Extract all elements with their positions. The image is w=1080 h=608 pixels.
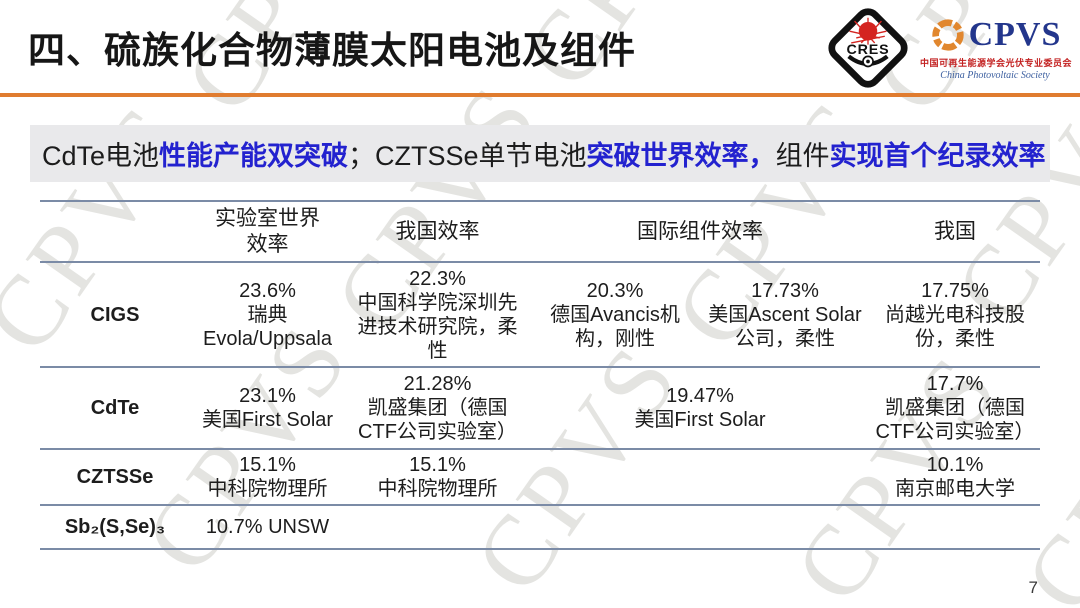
header-lab-world-efficiency: 实验室世界 效率 [190,200,345,263]
cell-desc: 中国科学院深圳先进技术研究院，柔性 [357,291,518,362]
cell-desc: 凯盛集团（德国CTF公司实验室） [358,397,517,443]
cell: 23.6% 瑞典 Evola/Uppsala [190,261,345,368]
highlight-segment-emphasis: 突破世界效率， [586,141,776,171]
highlight-segment: CdTe电池 [42,141,160,171]
cell-pct: 23.1% [239,385,296,407]
cell: 10.1% 南京邮电大学 [870,448,1040,506]
cpvs-en-name: China Photovoltaic Society [940,69,1050,81]
table-row-cztsse: CZTSSe 15.1% 中科院物理所 15.1% 中科院物理所 10.1% 南京邮电… [40,448,1040,506]
highlight-segment-emphasis: 性能产能双突破 [159,141,349,171]
cpvs-logo: CPVS 中国可再生能源学会光伏专业委员会 China Photovoltaic… [920,15,1073,81]
cell-pct: 10.1% [926,454,984,476]
table-row-cigs: CIGS 23.6% 瑞典 Evola/Uppsala 22.3% 中国科学院深圳先… [40,261,1040,368]
header-empty [40,200,190,263]
cell-pct: 15.1% [409,454,466,476]
cell: 20.3% 德国Avancis机构，刚性 [530,261,700,368]
cell-desc: 中科院物理所 [377,478,498,500]
cpvs-acronym: CPVS [968,15,1062,53]
header-china-efficiency: 我国效率 [345,200,530,263]
cpvs-cn-name: 中国可再生能源学会光伏专业委员会 [920,57,1073,68]
title-divider [0,93,1080,97]
table-row-cdte: CdTe 23.1% 美国First Solar 21.28% 凯盛集团（德国CTF… [40,366,1040,450]
cell-empty [870,504,1040,550]
cell-pct: 20.3% [586,279,644,302]
cell-empty [530,448,870,506]
cell-desc: 南京邮电大学 [895,478,1015,500]
cres-logo: CRES [826,6,910,90]
cell: 17.75% 尚越光电科技股份，柔性 [870,261,1040,368]
cell: 23.1% 美国First Solar [190,366,345,450]
cell-pct: 19.47% [666,385,734,407]
cell-desc: 美国Ascent Solar公司，柔性 [708,303,862,350]
cpvs-swirl-icon [931,18,964,51]
cell-empty [345,504,530,550]
cell: 10.7% UNSW [190,504,345,550]
page-title: 四、硫族化合物薄膜太阳电池及组件 [28,30,636,71]
header-china: 我国 [870,200,1040,263]
table-header-row: 实验室世界 效率 我国效率 国际组件效率 我国 [40,200,1040,263]
cell: 17.7% 凯盛集团（德国CTF公司实验室） [870,366,1040,450]
cell-desc: 美国First Solar [201,409,334,431]
cell-pct: 17.73% [751,279,819,302]
cell-desc: 瑞典 Evola/Uppsala [203,303,332,350]
cell-pct: 23.6% [239,279,296,302]
highlight-bar: CdTe电池 性能产能双突破 ；CZTSSe单节电池 突破世界效率， 组件 实现首个纪录效… [30,125,1050,182]
svg-text:CRES: CRES [847,42,890,58]
cell: 15.1% 中科院物理所 [345,448,530,506]
cell-pct: 17.7% [926,373,984,395]
cell-pct: 10.7% UNSW [205,516,330,538]
highlight-segment: 组件 [775,141,830,171]
cell-pct: 15.1% [239,454,296,476]
efficiency-table: 实验室世界 效率 我国效率 国际组件效率 我国 CIGS 23.6% 瑞典 Evo… [40,200,1040,550]
page-number: 7 [1028,578,1038,597]
cell: 17.73% 美国Ascent Solar公司，柔性 [700,261,870,368]
cell: 21.28% 凯盛集团（德国CTF公司实验室） [345,366,530,450]
cres-logo-icon: CRES [828,8,908,88]
row-label-cigs: CIGS [40,261,190,368]
cell-pct: 21.28% [403,373,472,395]
row-label-cztsse: CZTSSe [40,448,190,506]
cell-pct: 17.75% [921,279,989,302]
cell-desc: 尚越光电科技股份，柔性 [885,303,1025,350]
cell-empty [530,504,870,550]
header-intl-module-efficiency: 国际组件效率 [530,200,870,263]
cell: 19.47% 美国First Solar [530,366,870,450]
highlight-segment-emphasis: 实现首个纪录效率 [829,141,1046,171]
cell: 22.3% 中国科学院深圳先进技术研究院，柔性 [345,261,530,368]
cell: 15.1% 中科院物理所 [190,448,345,506]
logo-group: CRES CPVS 中国可再生能源学会光伏专业委员会 China Photovo… [826,6,1073,90]
row-label-cdte: CdTe [40,366,190,450]
cell-desc: 凯盛集团（德国CTF公司实验室） [875,397,1035,443]
cell-desc: 中科院物理所 [207,478,328,500]
row-label-sb2sse3: Sb₂(S,Se)₃ [40,504,190,550]
cell-desc: 德国Avancis机构，刚性 [550,303,680,350]
cell-pct: 22.3% [409,267,466,290]
cell-desc: 美国First Solar [634,409,766,431]
highlight-segment: ；CZTSSe单节电池 [348,141,587,171]
table-row-sb2sse3: Sb₂(S,Se)₃ 10.7% UNSW [40,504,1040,550]
